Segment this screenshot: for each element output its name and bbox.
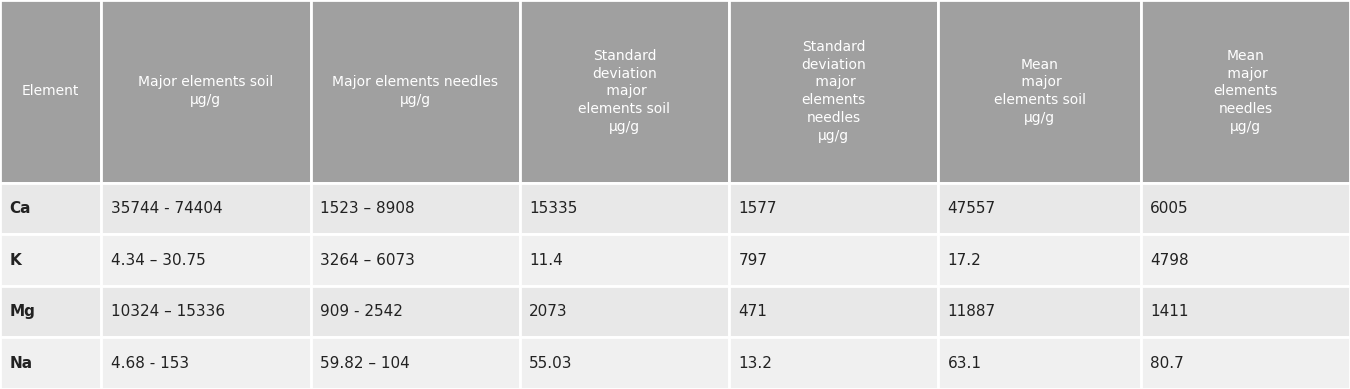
Bar — [1141, 337, 1350, 389]
Bar — [520, 234, 729, 286]
Bar — [101, 337, 310, 389]
Text: 55.03: 55.03 — [529, 356, 572, 371]
Text: 6005: 6005 — [1150, 201, 1189, 216]
Text: Mg: Mg — [9, 304, 35, 319]
Text: 1411: 1411 — [1150, 304, 1189, 319]
Text: Standard
deviation
 major
elements soil
μg/g: Standard deviation major elements soil μ… — [578, 49, 671, 134]
Bar — [729, 234, 938, 286]
Bar — [310, 183, 520, 234]
Text: 471: 471 — [738, 304, 767, 319]
Text: Na: Na — [9, 356, 32, 371]
Text: 4.68 - 153: 4.68 - 153 — [111, 356, 189, 371]
Text: Mean
 major
elements soil
μg/g: Mean major elements soil μg/g — [994, 58, 1085, 125]
Text: 15335: 15335 — [529, 201, 578, 216]
Text: 80.7: 80.7 — [1150, 356, 1184, 371]
Text: Standard
deviation
 major
elements
needles
μg/g: Standard deviation major elements needle… — [802, 40, 865, 143]
Bar — [0, 0, 101, 183]
Text: 1577: 1577 — [738, 201, 778, 216]
Bar — [1141, 0, 1350, 183]
Text: 3264 – 6073: 3264 – 6073 — [320, 252, 414, 268]
Bar — [101, 234, 310, 286]
Text: 1523 – 8908: 1523 – 8908 — [320, 201, 414, 216]
Text: 4798: 4798 — [1150, 252, 1189, 268]
Bar — [520, 0, 729, 183]
Bar — [938, 337, 1141, 389]
Text: 4.34 – 30.75: 4.34 – 30.75 — [111, 252, 205, 268]
Bar — [0, 337, 101, 389]
Text: Ca: Ca — [9, 201, 31, 216]
Bar — [938, 286, 1141, 337]
Bar — [1141, 234, 1350, 286]
Text: 35744 - 74404: 35744 - 74404 — [111, 201, 223, 216]
Text: K: K — [9, 252, 22, 268]
Bar — [729, 337, 938, 389]
Bar — [520, 286, 729, 337]
Text: Mean
 major
elements
needles
μg/g: Mean major elements needles μg/g — [1214, 49, 1277, 134]
Bar — [938, 234, 1141, 286]
Text: 47557: 47557 — [948, 201, 996, 216]
Bar — [310, 337, 520, 389]
Bar — [938, 183, 1141, 234]
Bar — [0, 286, 101, 337]
Bar — [729, 183, 938, 234]
Text: 17.2: 17.2 — [948, 252, 981, 268]
Text: 13.2: 13.2 — [738, 356, 772, 371]
Bar — [101, 183, 310, 234]
Bar — [1141, 183, 1350, 234]
Bar — [1141, 286, 1350, 337]
Text: 11887: 11887 — [948, 304, 996, 319]
Text: 11.4: 11.4 — [529, 252, 563, 268]
Text: Element: Element — [22, 84, 80, 98]
Text: Major elements needles
μg/g: Major elements needles μg/g — [332, 75, 498, 107]
Bar — [729, 0, 938, 183]
Text: 2073: 2073 — [529, 304, 568, 319]
Bar — [310, 0, 520, 183]
Bar — [0, 183, 101, 234]
Text: 797: 797 — [738, 252, 767, 268]
Text: 63.1: 63.1 — [948, 356, 981, 371]
Bar — [101, 0, 310, 183]
Bar — [520, 337, 729, 389]
Bar — [0, 234, 101, 286]
Text: 59.82 – 104: 59.82 – 104 — [320, 356, 409, 371]
Bar — [310, 234, 520, 286]
Text: 10324 – 15336: 10324 – 15336 — [111, 304, 225, 319]
Text: 909 - 2542: 909 - 2542 — [320, 304, 402, 319]
Bar — [101, 286, 310, 337]
Bar — [520, 183, 729, 234]
Text: Major elements soil
μg/g: Major elements soil μg/g — [138, 75, 274, 107]
Bar — [729, 286, 938, 337]
Bar — [938, 0, 1141, 183]
Bar — [310, 286, 520, 337]
